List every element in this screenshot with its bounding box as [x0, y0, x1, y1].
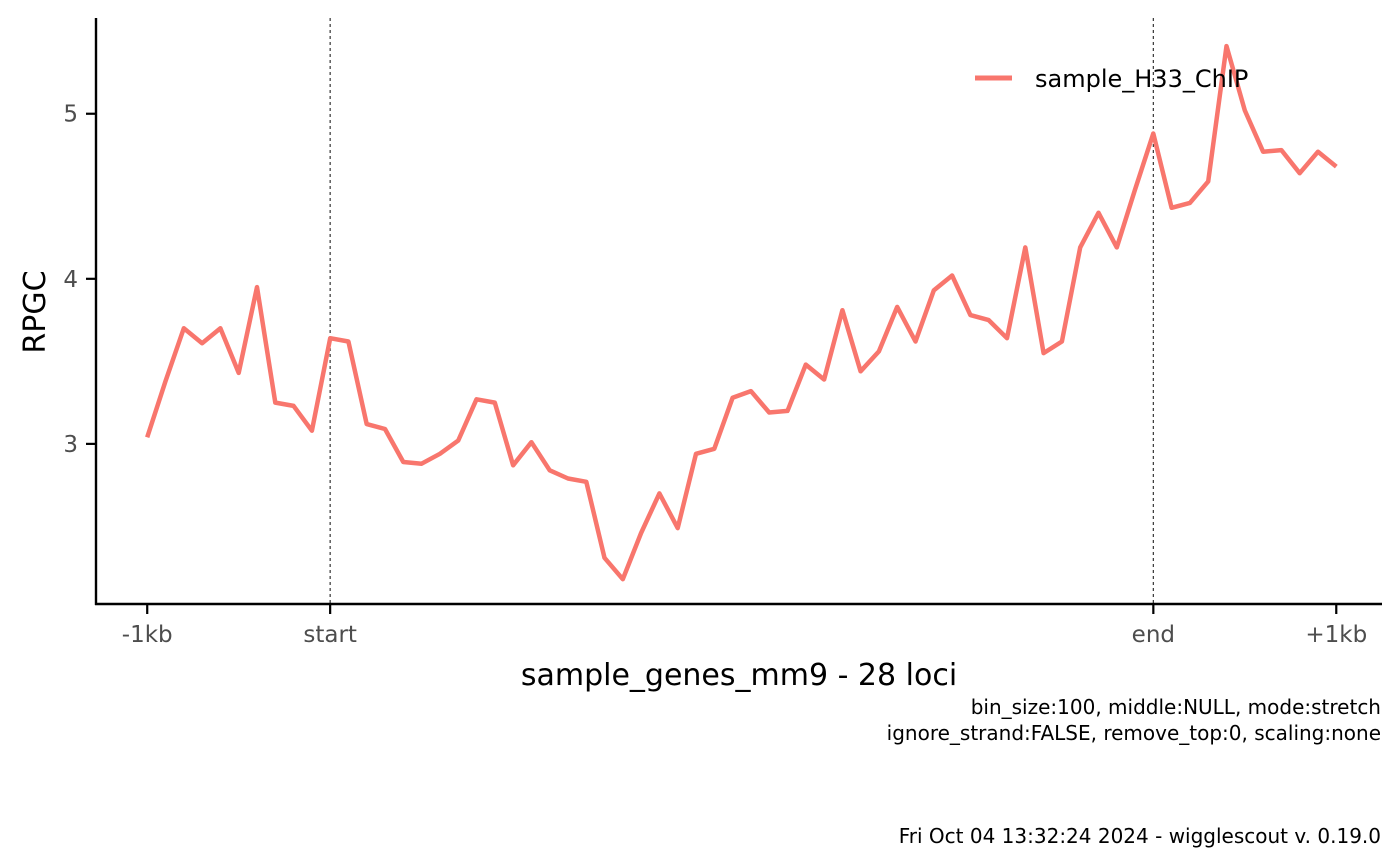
y-tick-label-0: 3 [63, 432, 78, 458]
ticks: -1kb start end +1kb 3 4 5 [63, 102, 1367, 648]
axes [94, 18, 1382, 606]
caption-footer: Fri Oct 04 13:32:24 2024 - wigglescout v… [899, 824, 1381, 848]
y-tick-label-2: 5 [63, 102, 78, 128]
y-axis-title: RPGC [18, 270, 53, 353]
x-axis-title: sample_genes_mm9 - 28 loci [521, 658, 957, 693]
reference-lines [329, 18, 1154, 604]
caption-line-2: ignore_strand:FALSE, remove_top:0, scali… [887, 721, 1381, 745]
caption-line-1: bin_size:100, middle:NULL, mode:stretch [971, 695, 1381, 719]
x-tick-label-1: start [303, 622, 357, 648]
series-layer [145, 43, 1338, 582]
x-tick-label-3: +1kb [1305, 622, 1367, 648]
x-tick-label-2: end [1132, 622, 1175, 648]
y-tick-label-1: 4 [63, 267, 78, 293]
series-line-0 [145, 43, 1338, 582]
legend: sample_H33_ChIP [975, 65, 1248, 93]
legend-label: sample_H33_ChIP [1035, 65, 1248, 93]
x-tick-label-0: -1kb [122, 622, 173, 648]
